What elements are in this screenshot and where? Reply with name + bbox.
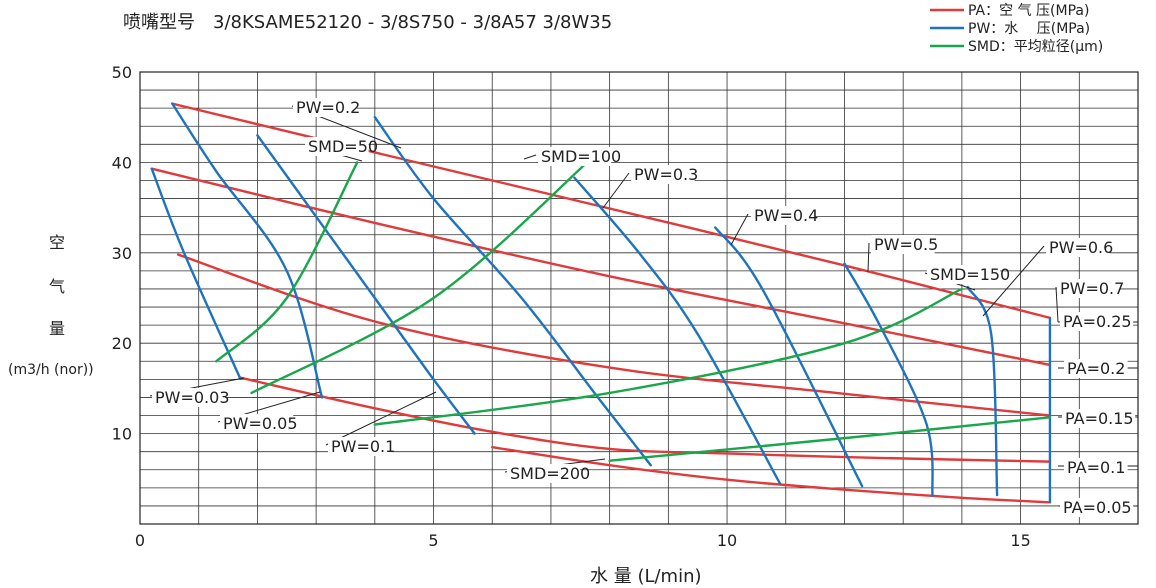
series-line-pa-0-25 <box>171 102 1052 320</box>
axes: 0 5 10 15 10 20 30 40 50 <box>112 63 1139 550</box>
x-tick-label: 10 <box>717 531 737 550</box>
label-bg <box>152 388 226 407</box>
series-line-pw-0-4 <box>843 262 934 498</box>
series-line-pw-0-2 <box>573 176 782 485</box>
series-line-smd-200 <box>608 416 1052 462</box>
y-axis-label-char-2: 气 <box>49 277 65 296</box>
curve-label-pa-0-2: PA=0.2 <box>1067 359 1125 378</box>
label-bg <box>927 265 1001 284</box>
label-bg <box>1060 498 1134 517</box>
series-layer <box>150 102 1052 504</box>
label-bg <box>631 165 695 184</box>
plot-frame <box>139 71 1139 525</box>
curve-label-pa-0-05: PA=0.05 <box>1063 498 1132 517</box>
label-bg <box>293 98 357 117</box>
y-tick-label: 50 <box>112 63 132 82</box>
curve-label-smd-200: SMD=200 <box>510 464 590 483</box>
leader-line <box>867 242 870 273</box>
y-tick-label: 20 <box>112 334 132 353</box>
x-tick-label: 15 <box>1010 531 1030 550</box>
curve-label-pw-0-03: PW=0.03 <box>155 388 230 407</box>
grid <box>139 71 1139 525</box>
series-line-pa-0-2 <box>150 167 1052 367</box>
series-line-pw-0-03 <box>150 167 241 379</box>
curve-label-pa-0-25: PA=0.25 <box>1063 312 1132 331</box>
series-line-pa-0-15 <box>176 253 1052 417</box>
series-line-pw-0-03 <box>171 102 324 399</box>
legend-label: PA：空 气 压(MPa) <box>968 3 1089 19</box>
curve-label-smd-150: SMD=150 <box>930 265 1010 284</box>
label-bg <box>1064 458 1128 477</box>
label-bg <box>1064 359 1128 378</box>
leader-line <box>325 391 437 446</box>
x-tick-label: 0 <box>135 531 145 550</box>
curve-label-pw-0-6: PW=0.6 <box>1049 238 1113 257</box>
series-line-pa-0-05 <box>491 445 1052 504</box>
legend-label: PW：水 压(MPa) <box>968 21 1090 37</box>
series-line-pa-0-1 <box>238 376 1052 463</box>
curve-label-pw-0-05: PW=0.05 <box>223 414 298 433</box>
label-bg <box>751 206 815 225</box>
series-line-pw-0-05 <box>256 134 476 435</box>
label-bg <box>1057 279 1121 298</box>
leader-line <box>1055 286 1059 323</box>
legend-label: SMD：平均粒径(μm) <box>968 39 1103 55</box>
label-bg <box>871 235 935 254</box>
x-tick-label: 5 <box>428 531 438 550</box>
curve-label-pw-0-7: PW=0.7 <box>1060 279 1124 298</box>
leader-line <box>602 172 630 209</box>
series-line-pw-0-3 <box>714 226 864 488</box>
label-bg <box>1060 312 1134 331</box>
x-axis-label: 水 量 (L/min) <box>590 566 702 587</box>
y-tick-label: 30 <box>112 244 132 263</box>
series-line-pw-0-5 <box>966 285 999 497</box>
curve-label-pa-0-15: PA=0.15 <box>1065 409 1134 428</box>
curve-label-pw-0-2: PW=0.2 <box>296 98 360 117</box>
label-bg <box>220 414 294 433</box>
curve-label-smd-100: SMD=100 <box>541 147 621 166</box>
label-bg <box>1062 409 1136 428</box>
curve-label-pw-0-1: PW=0.1 <box>331 437 395 456</box>
curve-label-pw-0-5: PW=0.5 <box>874 235 938 254</box>
label-bg <box>538 147 612 166</box>
curve-label-smd-50: SMD=50 <box>308 137 378 156</box>
label-bg <box>328 437 392 456</box>
leader-line <box>523 154 537 160</box>
y-axis-label-unit: (m3/h (nor)) <box>8 362 94 378</box>
y-tick-label: 40 <box>112 153 132 172</box>
curve-labels: PA=0.25 PA=0.2 PA=0.15 PA=0.1 PA=0.05 PW=0.03… <box>152 98 1136 517</box>
legend: PA：空 气 压(MPa) PW：水 压(MPa) SMD：平均粒径(μm) <box>930 3 1103 55</box>
curve-label-pa-0-1: PA=0.1 <box>1067 458 1125 477</box>
y-tick-label: 10 <box>112 425 132 444</box>
leader-line <box>730 213 749 246</box>
series-line-smd-150 <box>373 287 964 426</box>
curve-label-pw-0-4: PW=0.4 <box>754 206 818 225</box>
leader-line <box>982 245 1045 317</box>
y-axis-label-char-1: 空 <box>49 233 65 252</box>
chart-title: 喷嘴型号 3/8KSAME52120 - 3/8S750 - 3/8A57 3/… <box>123 12 612 33</box>
series-line-pw-0-1 <box>373 116 652 467</box>
curve-label-pw-0-3: PW=0.3 <box>634 165 698 184</box>
y-axis-label-char-3: 量 <box>49 319 65 338</box>
label-bg <box>507 464 581 483</box>
series-line-smd-100 <box>250 156 594 395</box>
series-line-smd-50 <box>215 161 359 363</box>
label-bg <box>305 137 369 156</box>
label-bg <box>1046 238 1110 257</box>
